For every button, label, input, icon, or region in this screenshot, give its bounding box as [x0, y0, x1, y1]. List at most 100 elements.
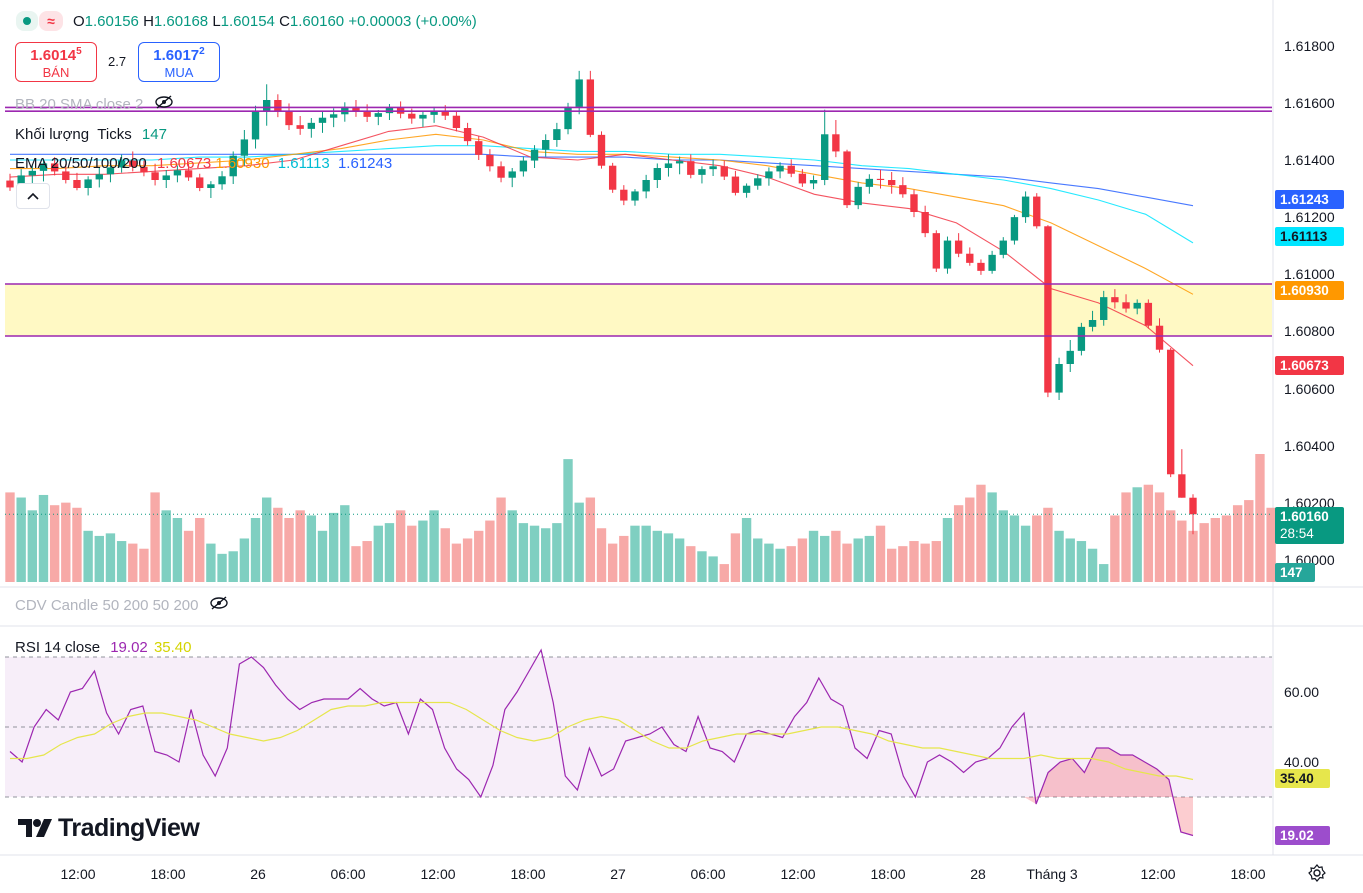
candle-body — [207, 184, 215, 188]
candle-body — [463, 128, 472, 142]
candle-body — [50, 163, 59, 172]
settings-gear-icon[interactable] — [1308, 864, 1326, 887]
volume-bar — [663, 533, 674, 582]
collapse-legend-button[interactable] — [16, 183, 50, 209]
volume-bar — [373, 525, 383, 582]
price-axis-label: 1.60800 — [1284, 323, 1335, 340]
volume-bar — [652, 530, 662, 582]
volume-bar — [128, 543, 138, 582]
candle-body — [497, 166, 505, 178]
candle-body — [6, 180, 14, 188]
cdv-legend[interactable]: CDV Candle 50 200 50 200 — [15, 596, 229, 614]
open-label: O — [73, 13, 85, 30]
candle-body — [843, 151, 851, 206]
candle-body — [787, 165, 795, 174]
volume-bar — [105, 533, 116, 582]
volume-bar — [786, 546, 796, 582]
candle-body — [854, 186, 862, 206]
candle-body — [151, 172, 159, 180]
price-axis-label: 1.61800 — [1284, 37, 1335, 54]
volume-bar — [563, 459, 573, 582]
candle-body — [106, 167, 115, 175]
candle-body — [17, 175, 25, 188]
volume-bar — [719, 564, 729, 582]
candle-body — [1066, 350, 1074, 364]
volume-bar — [83, 530, 93, 582]
sell-button[interactable]: 1.60145 BÁN — [15, 42, 97, 82]
candle-body — [899, 185, 907, 195]
volume-bar — [217, 553, 227, 582]
candle-body — [486, 154, 494, 167]
volume-bar — [1099, 564, 1109, 582]
volume-legend-value: 147 — [141, 126, 167, 143]
volume-bar — [764, 543, 774, 582]
sell-price-sup: 5 — [76, 46, 82, 57]
rsi-ma-legend-value: 35.40 — [153, 639, 192, 656]
candle-body — [519, 160, 528, 172]
volume-bar — [150, 492, 160, 582]
volume-bar — [842, 543, 852, 582]
candle-body — [821, 134, 829, 180]
low-value: 1.60154 — [220, 13, 275, 30]
volume-bar — [607, 543, 618, 582]
bb-legend[interactable]: BB 20 SMA close 2 — [15, 95, 174, 113]
candle-body — [542, 140, 550, 150]
time-axis-label: 18:00 — [510, 866, 546, 882]
volume-legend[interactable]: Khối lượng Ticks 147 — [15, 126, 167, 143]
price-axis-label: 1.60600 — [1284, 380, 1335, 397]
candle-body — [229, 155, 237, 177]
volume-bar — [485, 520, 495, 582]
ema-legend[interactable]: EMA 20/50/100/200 1.60673 1.60930 1.6111… — [15, 155, 392, 172]
buy-button[interactable]: 1.60172 MUA — [138, 42, 220, 82]
volume-bar — [1020, 525, 1031, 582]
tradingview-logo[interactable]: TradingView — [18, 814, 200, 846]
volume-bar — [1143, 484, 1154, 582]
price-axis-label: 1.61000 — [1284, 266, 1335, 283]
rsi-pane — [5, 648, 1272, 837]
candle-body — [508, 171, 516, 178]
ema100-legend-value: 1.61113 — [277, 155, 330, 172]
candle-body — [352, 106, 360, 112]
volume-bar — [1009, 515, 1020, 582]
rsi-axis-label-60: 60.00 — [1284, 684, 1320, 700]
high-value: 1.60168 — [153, 13, 209, 30]
candle-body — [419, 114, 427, 119]
candle-body — [921, 212, 929, 234]
last-price-value: 1.60160 — [1280, 509, 1329, 524]
volume-bar — [306, 515, 317, 582]
time-axis-label: 18:00 — [870, 866, 906, 882]
time-axis-label: Tháng 3 — [1026, 866, 1078, 882]
candle-body — [329, 114, 338, 118]
volume-bar — [228, 551, 238, 582]
replay-icon-button[interactable]: ≈ — [39, 11, 63, 31]
rsi-legend[interactable]: RSI 14 close 19.02 35.40 — [15, 639, 191, 656]
volume-bar — [250, 518, 261, 582]
volume-bar — [273, 507, 283, 582]
eye-hidden-icon[interactable] — [209, 596, 229, 614]
volume-bar — [708, 556, 718, 582]
volume-bar — [239, 538, 250, 582]
volume-bar — [351, 546, 361, 582]
volume-bar — [641, 525, 651, 582]
rsi-oversold-fill — [1024, 748, 1193, 836]
sell-price: 1.6014 — [30, 47, 77, 64]
candle-body — [687, 161, 695, 175]
eye-hidden-icon[interactable] — [154, 95, 174, 113]
volume-bar — [1188, 530, 1198, 582]
volume-bar — [674, 538, 685, 582]
volume-bar — [831, 530, 841, 582]
candle-body — [452, 115, 461, 128]
volume-bar — [965, 497, 975, 582]
buy-label: MUA — [164, 65, 194, 80]
volume-bar — [1244, 500, 1254, 582]
volume-bar — [697, 551, 707, 582]
candle-body — [1155, 325, 1164, 350]
market-status-dot[interactable] — [16, 11, 38, 31]
candle-body — [932, 233, 940, 269]
candle-body — [988, 254, 996, 271]
candle-body — [553, 129, 561, 140]
volume-bar — [552, 523, 562, 582]
price-axis-label: 1.61400 — [1284, 152, 1335, 168]
candle-body — [196, 177, 204, 188]
